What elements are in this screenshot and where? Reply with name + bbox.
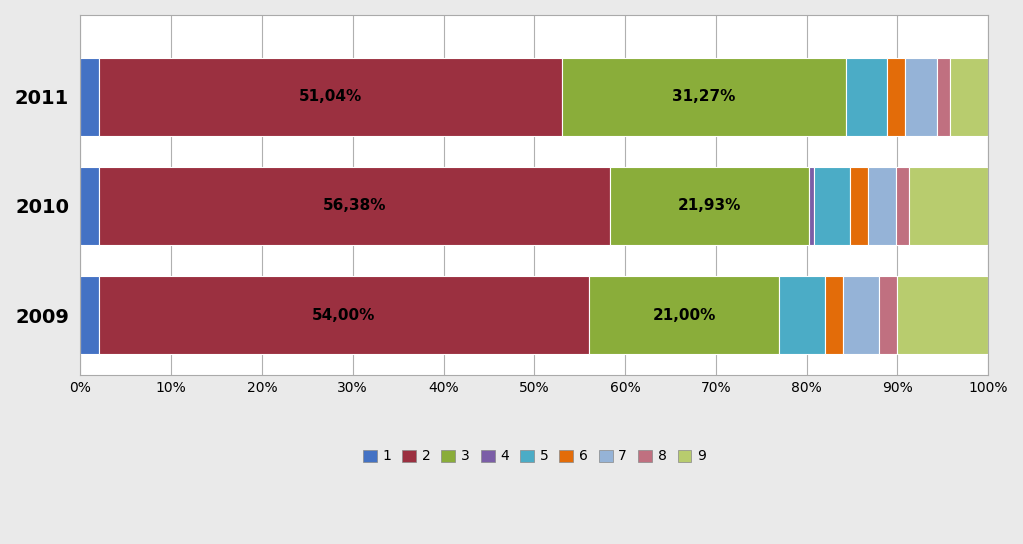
Bar <box>869 166 896 245</box>
Bar <box>780 276 825 354</box>
Text: 56,38%: 56,38% <box>322 199 387 213</box>
Legend: 1, 2, 3, 4, 5, 6, 7, 8, 9: 1, 2, 3, 4, 5, 6, 7, 8, 9 <box>357 444 711 469</box>
Bar <box>950 58 988 136</box>
Bar <box>98 58 562 136</box>
Bar <box>562 58 846 136</box>
Bar <box>98 166 611 245</box>
Bar <box>81 58 98 136</box>
Text: 21,00%: 21,00% <box>653 307 716 323</box>
Bar <box>843 276 880 354</box>
Bar <box>825 276 843 354</box>
Bar <box>897 276 988 354</box>
Bar <box>846 58 887 136</box>
Bar <box>904 58 937 136</box>
Bar <box>809 166 814 245</box>
Bar <box>81 166 98 245</box>
Bar <box>896 166 909 245</box>
Bar <box>887 58 904 136</box>
Bar <box>81 276 98 354</box>
Text: 54,00%: 54,00% <box>312 307 375 323</box>
Bar <box>880 276 897 354</box>
Text: 51,04%: 51,04% <box>299 89 362 104</box>
Bar <box>98 276 589 354</box>
Bar <box>850 166 869 245</box>
Bar <box>909 166 988 245</box>
Bar <box>589 276 780 354</box>
Bar <box>937 58 950 136</box>
Text: 21,93%: 21,93% <box>678 199 742 213</box>
Bar <box>611 166 809 245</box>
Bar <box>814 166 850 245</box>
Text: 31,27%: 31,27% <box>672 89 736 104</box>
